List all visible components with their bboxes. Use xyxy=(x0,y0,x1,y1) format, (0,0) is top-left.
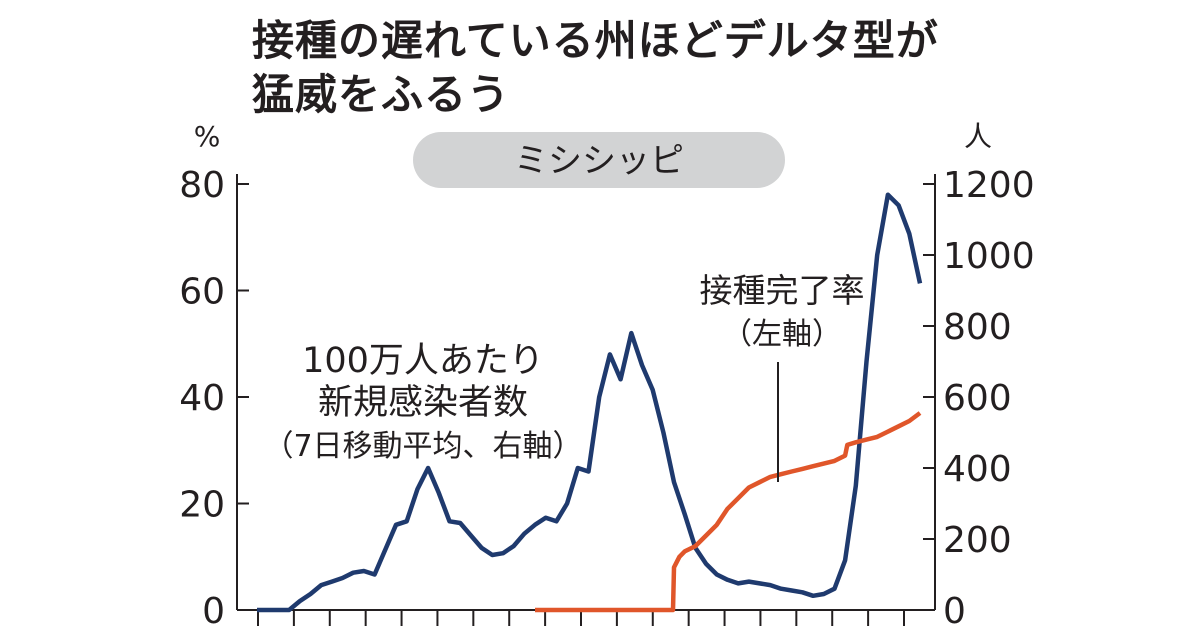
right-tick-label: 400 xyxy=(943,449,1012,490)
left-tick-label: 80 xyxy=(179,165,225,206)
cases-label-line-1: 100万人あたり xyxy=(302,341,544,381)
left-axis-unit: % xyxy=(194,120,221,153)
right-tick-label: 800 xyxy=(943,307,1012,348)
right-tick-label: 0 xyxy=(943,591,966,630)
vaccination-label-line-2: （左軸） xyxy=(722,317,842,352)
chart-title-line-2: 猛威をふるう xyxy=(252,70,511,119)
panel-label-text: ミシシッピ xyxy=(514,141,684,181)
cases-label-line-2: 新規感染者数 xyxy=(318,383,528,423)
right-tick-label: 1000 xyxy=(943,236,1035,277)
cases-label-line-3: （7日移動平均、右軸） xyxy=(263,429,582,464)
panel-label: ミシシッピ xyxy=(413,132,785,188)
vaccination-label-line-1: 接種完了率 xyxy=(700,271,865,310)
left-tick-label: 40 xyxy=(179,378,225,419)
right-tick-label: 1200 xyxy=(943,165,1035,206)
right-tick-label: 200 xyxy=(943,520,1012,561)
left-tick-label: 60 xyxy=(179,272,225,313)
cases-line xyxy=(257,192,923,613)
chart-title-line-1: 接種の遅れている州ほどデルタ型が xyxy=(252,16,939,65)
left-tick-label: 0 xyxy=(202,591,225,630)
right-axis-unit: 人 xyxy=(964,120,992,153)
right-tick-label: 600 xyxy=(943,378,1012,419)
left-tick-label: 20 xyxy=(179,485,225,526)
vaccination-line xyxy=(535,411,922,613)
